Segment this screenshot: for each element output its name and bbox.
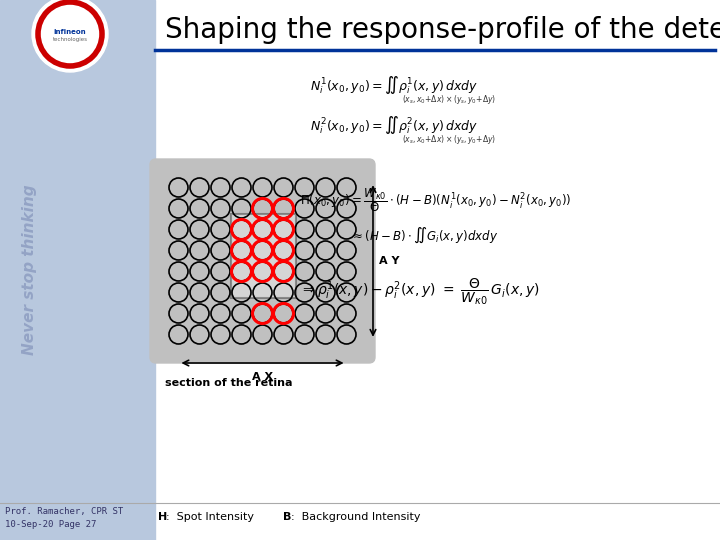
Circle shape xyxy=(32,0,108,72)
Text: :  Spot Intensity: : Spot Intensity xyxy=(166,512,254,522)
Text: section of the retina: section of the retina xyxy=(165,378,292,388)
Text: H: H xyxy=(158,512,167,522)
Text: $\Rightarrow \rho^1_i(x,y) - \rho^2_i(x,y)\ =\ \dfrac{\Theta}{W_{\kappa 0}}\,G_i: $\Rightarrow \rho^1_i(x,y) - \rho^2_i(x,… xyxy=(300,276,540,307)
Text: A Y: A Y xyxy=(379,256,400,266)
Text: $(x_s,x_0{+}\Delta x)\times(y_s,y_0{+}\Delta y)$: $(x_s,x_0{+}\Delta x)\times(y_s,y_0{+}\D… xyxy=(402,133,496,146)
Text: B: B xyxy=(283,512,292,522)
Text: 10-Sep-20 Page 27: 10-Sep-20 Page 27 xyxy=(5,520,96,529)
Text: technologies: technologies xyxy=(53,37,88,43)
Text: Shaping the response-profile of the detector: Shaping the response-profile of the dete… xyxy=(165,16,720,44)
Text: $(x_s,x_0{+}\Delta x)\times(y_s,y_0{+}\Delta y)$: $(x_s,x_0{+}\Delta x)\times(y_s,y_0{+}\D… xyxy=(402,93,496,106)
Text: $\Pi(x_0,y_0) = \dfrac{W_{\kappa 0}}{\Theta}\cdot (H-B)(N^1_i(x_0,y_0) - N^2_i(x: $\Pi(x_0,y_0) = \dfrac{W_{\kappa 0}}{\Th… xyxy=(300,186,572,214)
Bar xyxy=(231,214,296,298)
Text: :  Background Intensity: : Background Intensity xyxy=(291,512,420,522)
Text: Prof. Ramacher, CPR ST: Prof. Ramacher, CPR ST xyxy=(5,507,123,516)
Text: $\approx (H - B)\cdot \iint G_i(x,y)dxdy$: $\approx (H - B)\cdot \iint G_i(x,y)dxdy… xyxy=(350,225,498,245)
FancyBboxPatch shape xyxy=(150,159,375,363)
Text: A X: A X xyxy=(252,372,273,382)
Text: Never stop thinking: Never stop thinking xyxy=(22,185,37,355)
Text: $N^1_i(x_0,y_0) = \iint \rho^1_i(x,y)\,dxdy$: $N^1_i(x_0,y_0) = \iint \rho^1_i(x,y)\,d… xyxy=(310,74,478,96)
Bar xyxy=(0,0,155,540)
Text: $N^2_i(x_0,y_0) = \iint \rho^2_i(x,y)\,dxdy$: $N^2_i(x_0,y_0) = \iint \rho^2_i(x,y)\,d… xyxy=(310,114,478,136)
Text: infineon: infineon xyxy=(54,29,86,35)
